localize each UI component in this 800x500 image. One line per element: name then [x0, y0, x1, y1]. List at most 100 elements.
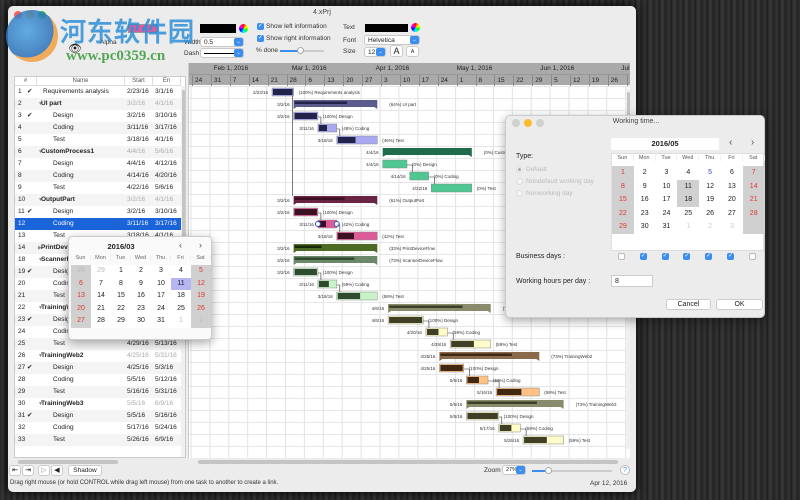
font-smaller-button[interactable]: A	[406, 46, 419, 57]
calendar-day[interactable]: 2	[699, 220, 721, 234]
calendar-day[interactable]: 1	[612, 166, 634, 180]
fill-color-swatch[interactable]	[128, 24, 158, 33]
calendar-day[interactable]: 3	[721, 220, 743, 234]
next-month-button[interactable]: ›	[199, 240, 202, 250]
task-end[interactable]: 3/10/16	[155, 208, 177, 215]
prev-month-button[interactable]: ‹	[179, 240, 182, 250]
calendar-day[interactable]: 16	[633, 193, 656, 207]
task-end[interactable]: 4/1/16	[155, 196, 174, 203]
business-day-checkbox[interactable]	[748, 253, 756, 260]
table-row[interactable]: 7 Design 4/4/16 4/12/16	[15, 158, 181, 170]
calendar-day[interactable]: 14	[742, 179, 765, 193]
table-row[interactable]: 26 ▼ TrainingWeb2 4/25/16 5/31/16	[15, 350, 181, 362]
table-row[interactable]: 4 Coding 3/11/16 3/17/16	[15, 122, 181, 134]
calendar-day[interactable]: 7	[742, 166, 765, 180]
color-wheel-icon[interactable]	[239, 24, 248, 33]
indent-button[interactable]: ⇥	[22, 465, 34, 476]
business-day-checkbox[interactable]: ✓	[639, 253, 647, 260]
calendar-day[interactable]: 19	[699, 193, 721, 207]
text-color-wheel-icon[interactable]	[411, 23, 420, 32]
table-row[interactable]: 8 Coding 4/14/16 4/20/16	[15, 170, 181, 182]
task-start[interactable]: 3/11/16	[127, 220, 149, 227]
task-end[interactable]: 4/1/16	[155, 100, 174, 107]
percent-done-slider[interactable]	[280, 47, 324, 54]
calendar-day[interactable]: 23	[131, 302, 151, 315]
calendar-day[interactable]: 1	[111, 265, 131, 278]
task-start[interactable]: 2/23/16	[127, 88, 149, 95]
task-start[interactable]: 4/29/16	[127, 340, 149, 347]
task-end[interactable]: 5/6/16	[155, 184, 174, 191]
table-row[interactable]: 12 Coding 3/11/16 3/17/16	[15, 218, 181, 230]
calendar-day[interactable]: 17	[151, 290, 171, 303]
task-end[interactable]: 4/12/16	[155, 160, 177, 167]
task-end[interactable]: 3/1/16	[155, 88, 174, 95]
collapse-button[interactable]: ◀	[51, 465, 63, 476]
calendar-day[interactable]: 29	[91, 265, 111, 278]
task-end[interactable]: 5/6/16	[155, 148, 174, 155]
help-button[interactable]: ?	[620, 465, 630, 475]
calendar-day[interactable]: 30	[633, 220, 656, 234]
table-row[interactable]: 5 Test 3/18/16 4/1/16	[15, 134, 181, 146]
business-day-checkbox[interactable]: ✓	[683, 253, 691, 260]
calendar-day[interactable]: 2	[633, 166, 656, 180]
calendar-day[interactable]: 5	[699, 166, 721, 180]
calendar-day[interactable]: 31	[151, 315, 171, 328]
task-start[interactable]: 3/2/16	[127, 196, 146, 203]
calendar-day[interactable]: 22	[111, 302, 131, 315]
calendar-day[interactable]: 5	[191, 265, 211, 278]
task-end[interactable]: 4/1/16	[155, 136, 174, 143]
business-day-checkbox[interactable]: ✓	[705, 253, 713, 260]
calendar-day[interactable]: 31	[655, 220, 678, 234]
calendar-day[interactable]: 4	[677, 166, 700, 180]
calendar-day[interactable]: 15	[111, 290, 131, 303]
calendar-day[interactable]: 4	[742, 220, 765, 234]
dialog-zoom-button[interactable]	[536, 119, 544, 127]
task-start[interactable]: 5/26/16	[127, 436, 149, 443]
task-start[interactable]: 4/22/16	[127, 184, 149, 191]
col-header-start[interactable]: Start	[125, 77, 153, 86]
task-end[interactable]: 5/31/16	[155, 352, 177, 359]
task-start[interactable]: 3/2/16	[127, 112, 146, 119]
calendar-day[interactable]: 28	[91, 315, 111, 328]
task-end[interactable]: 5/13/16	[155, 340, 177, 347]
calendar-day[interactable]: 12	[699, 179, 721, 193]
calendar-day[interactable]: 4	[171, 265, 191, 278]
task-end[interactable]: 5/31/16	[155, 388, 177, 395]
disclosure-triangle-icon[interactable]: ▼	[38, 401, 43, 407]
calendar-day[interactable]: 16	[131, 290, 151, 303]
line-color-swatch[interactable]	[200, 24, 236, 33]
text-color-swatch[interactable]	[365, 24, 408, 32]
disclosure-triangle-icon[interactable]: ▼	[38, 305, 43, 311]
calendar-day[interactable]: 21	[742, 193, 765, 207]
calendar-day[interactable]: 13	[71, 290, 91, 303]
table-row[interactable]: 6 ▼ CustomProcess1 4/4/16 5/6/16	[15, 146, 181, 158]
table-row[interactable]: 30 ▼ TrainingWeb3 5/5/16 6/9/16	[15, 398, 181, 410]
disclosure-triangle-icon[interactable]: ▶	[38, 245, 42, 251]
disclosure-triangle-icon[interactable]: ▼	[38, 257, 43, 263]
calendar-day[interactable]: 8	[111, 277, 131, 290]
calendar-day[interactable]: 28	[742, 206, 765, 220]
table-row[interactable]: 29 Test 5/16/16 5/31/16	[15, 386, 181, 398]
calendar-day[interactable]: 19	[191, 290, 211, 303]
table-row[interactable]: 25 Test 4/29/16 5/13/16	[15, 338, 181, 350]
zoom-slider[interactable]	[532, 467, 612, 474]
task-start[interactable]: 5/17/16	[127, 424, 149, 431]
table-row[interactable]: 11 ✔ Design 3/2/16 3/10/16	[15, 206, 181, 218]
dialog-minimize-button[interactable]	[524, 119, 532, 127]
calendar-day[interactable]: 25	[677, 206, 700, 220]
calendar-day[interactable]: 18	[677, 193, 700, 207]
calendar-day[interactable]: 24	[151, 302, 171, 315]
table-row[interactable]: 31 ✔ Design 5/5/16 5/16/16	[15, 410, 181, 422]
table-row[interactable]: 2 ▼ UI part 3/2/16 4/1/16	[15, 98, 181, 110]
table-row[interactable]: 27 ✔ Design 4/25/16 5/3/16	[15, 362, 181, 374]
table-row[interactable]: 33 Test 5/26/16 6/9/16	[15, 434, 181, 446]
show-right-info-checkbox[interactable]: ✓	[257, 35, 264, 42]
expand-button[interactable]: ▷	[38, 465, 50, 476]
calendar-day[interactable]: 11	[677, 179, 700, 193]
font-bigger-button[interactable]: A	[390, 45, 403, 57]
table-horizontal-scrollbar[interactable]	[18, 460, 118, 464]
table-row[interactable]: 1 ✔ Requirements analysis 2/23/16 3/1/16	[15, 86, 181, 98]
task-start[interactable]: 5/16/16	[127, 388, 149, 395]
calendar-day[interactable]: 22	[612, 206, 634, 220]
task-start[interactable]: 3/18/16	[127, 136, 149, 143]
